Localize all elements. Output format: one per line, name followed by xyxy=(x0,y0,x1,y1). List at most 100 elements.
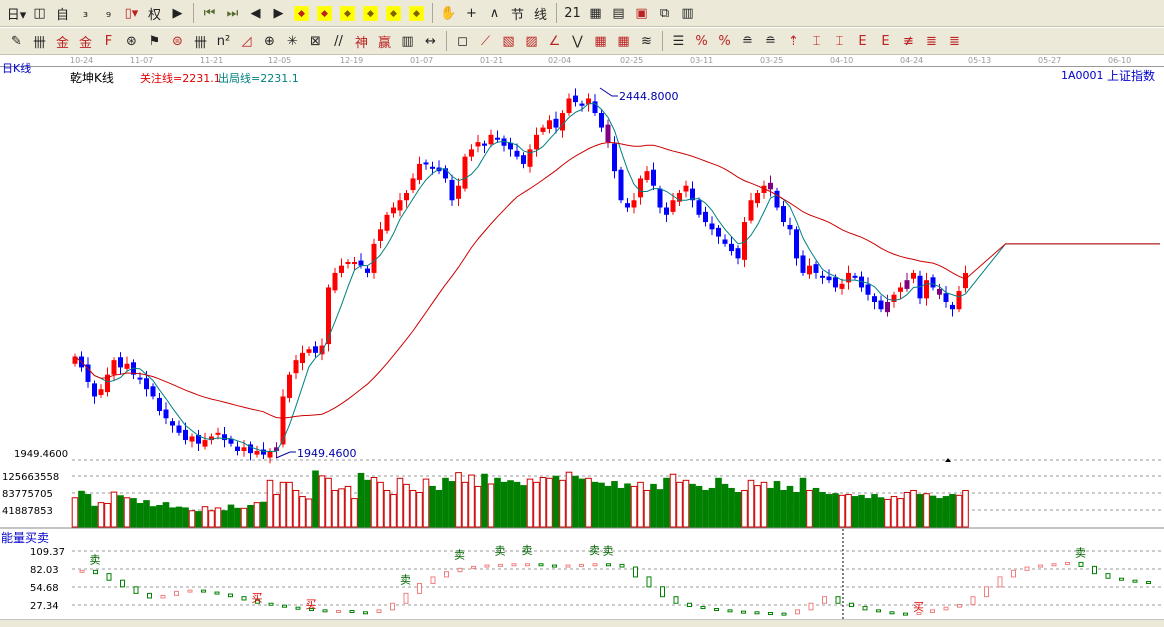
print-icon[interactable]: ▥ xyxy=(681,5,694,21)
zoom-out-icon[interactable]: ◆ xyxy=(386,5,401,21)
draw-icon[interactable]: ∧ xyxy=(489,5,500,21)
equal2-icon[interactable]: ≘ xyxy=(765,33,776,49)
angle2-icon[interactable]: ∠ xyxy=(548,33,561,49)
hand-icon[interactable]: ✋ xyxy=(440,5,457,21)
volume-bar xyxy=(669,473,677,528)
energy-bar xyxy=(633,566,638,578)
candle-body xyxy=(950,304,955,310)
grid-icon[interactable]: 卌 xyxy=(32,35,46,51)
lines-icon[interactable]: 卌 xyxy=(193,35,207,51)
list-icon[interactable]: ☰ xyxy=(672,33,685,49)
sell-signal: 卖 xyxy=(400,573,411,586)
last-icon[interactable]: ⏭ xyxy=(226,5,239,21)
energy-bar xyxy=(403,592,409,604)
energy-bar xyxy=(471,565,476,569)
volume-bar xyxy=(552,475,560,528)
energy-bar xyxy=(228,593,233,598)
gold-icon[interactable]: 金 xyxy=(55,35,69,51)
energy-bar xyxy=(687,602,692,608)
circle-icon[interactable]: ⊜ xyxy=(172,33,183,49)
notes-icon[interactable]: ▤ xyxy=(612,5,625,21)
candle-body xyxy=(287,374,292,398)
fan-icon[interactable]: ⟋ xyxy=(480,33,491,49)
arrow-icon[interactable]: ⇡ xyxy=(788,33,799,49)
period-selector[interactable]: 日▾ xyxy=(6,7,27,23)
candle-body xyxy=(222,434,227,441)
candle-type-icon[interactable]: ▯▾ xyxy=(124,5,139,21)
zigzag-icon[interactable]: ⋁ xyxy=(572,33,583,49)
level-icon[interactable]: ⌶ xyxy=(812,33,821,49)
table2-icon[interactable]: ▦ xyxy=(617,33,630,49)
candle-body xyxy=(456,185,461,199)
gann2-icon[interactable]: ▨ xyxy=(525,33,538,49)
energy-bar xyxy=(1132,579,1138,583)
f-line-icon[interactable]: F xyxy=(104,33,113,49)
table-icon[interactable]: ▦ xyxy=(594,33,607,49)
indicator-icon[interactable]: ₃ xyxy=(82,5,89,21)
weight-icon[interactable]: 权 xyxy=(147,7,161,23)
e-icon[interactable]: E xyxy=(858,33,867,49)
right-icon[interactable]: ▶ xyxy=(273,5,284,21)
ruler-icon[interactable]: ▥ xyxy=(401,33,414,49)
volume-bar xyxy=(494,477,501,528)
date-tick: 06-10 xyxy=(1108,56,1132,65)
percent-icon[interactable]: % xyxy=(695,33,708,49)
gann-icon[interactable]: ▧ xyxy=(502,33,515,49)
level2-icon[interactable]: ⌶ xyxy=(835,33,844,49)
volume-bar xyxy=(721,483,729,528)
candle-body xyxy=(384,214,390,231)
marker-icon[interactable]: ⚑ xyxy=(148,33,161,49)
rect-icon[interactable]: ◻ xyxy=(457,33,468,49)
lines2-icon[interactable]: ≋ xyxy=(641,33,652,49)
pen-icon[interactable]: ✎ xyxy=(11,33,22,49)
win-icon[interactable]: 赢 xyxy=(377,35,391,51)
network-icon[interactable]: ⧉ xyxy=(659,5,670,21)
hit-icon[interactable]: ≢ xyxy=(903,33,914,49)
volume-bar xyxy=(403,483,410,528)
candle-body xyxy=(378,229,383,241)
volume-bar xyxy=(793,492,800,528)
hit2-icon[interactable]: ≣ xyxy=(926,33,937,49)
volume-bar xyxy=(357,472,365,528)
span-icon[interactable]: ↔ xyxy=(425,33,436,49)
energy-bar xyxy=(795,609,800,615)
angle-icon[interactable]: ◿ xyxy=(241,33,252,49)
box-icon[interactable]: ⊠ xyxy=(310,33,321,49)
first-icon[interactable]: ⏮ xyxy=(203,5,216,21)
god-icon[interactable]: 神 xyxy=(354,35,368,51)
gold2-icon[interactable]: 金 xyxy=(78,35,92,51)
zoom-in-icon[interactable]: ◆ xyxy=(363,5,378,21)
candle-body xyxy=(124,363,130,369)
volume-bar xyxy=(201,506,209,528)
save-icon[interactable]: ▣ xyxy=(635,5,648,21)
parallel-icon[interactable]: // xyxy=(334,33,343,49)
left-icon[interactable]: ◀ xyxy=(250,5,261,21)
candle-body xyxy=(963,272,968,289)
section-icon[interactable]: 节 xyxy=(510,7,524,23)
history-icon[interactable]: ◫ xyxy=(33,5,46,21)
calendar-icon[interactable]: 21 xyxy=(564,5,581,21)
chart-icon[interactable]: 线 xyxy=(533,7,547,23)
zoom-v-icon[interactable]: ◆ xyxy=(409,5,424,21)
candle-body xyxy=(495,137,500,140)
percent2-icon[interactable]: % xyxy=(718,33,731,49)
n2-icon[interactable]: n² xyxy=(216,33,231,49)
candle-body xyxy=(157,397,162,412)
crosshair-icon[interactable]: + xyxy=(466,5,477,21)
volume-bar xyxy=(331,489,339,528)
e2-icon[interactable]: E xyxy=(881,33,890,49)
move-left-icon[interactable]: ◆ xyxy=(294,5,309,21)
hit3-icon[interactable]: ≣ xyxy=(949,33,960,49)
flag-icon[interactable]: ▶ xyxy=(172,5,183,21)
star-icon[interactable]: ✳ xyxy=(287,33,298,49)
volume-bar xyxy=(676,481,683,528)
target-icon[interactable]: ⊕ xyxy=(264,33,275,49)
self-select-icon[interactable]: 自 xyxy=(55,7,69,23)
indicator9-icon[interactable]: ₉ xyxy=(105,5,112,21)
move-right-icon[interactable]: ◆ xyxy=(317,5,332,21)
zoom-h-icon[interactable]: ◆ xyxy=(340,5,355,21)
equal-icon[interactable]: ≘ xyxy=(742,33,753,49)
spiral-icon[interactable]: ⊛ xyxy=(126,33,137,49)
calculator-icon[interactable]: ▦ xyxy=(589,5,602,21)
